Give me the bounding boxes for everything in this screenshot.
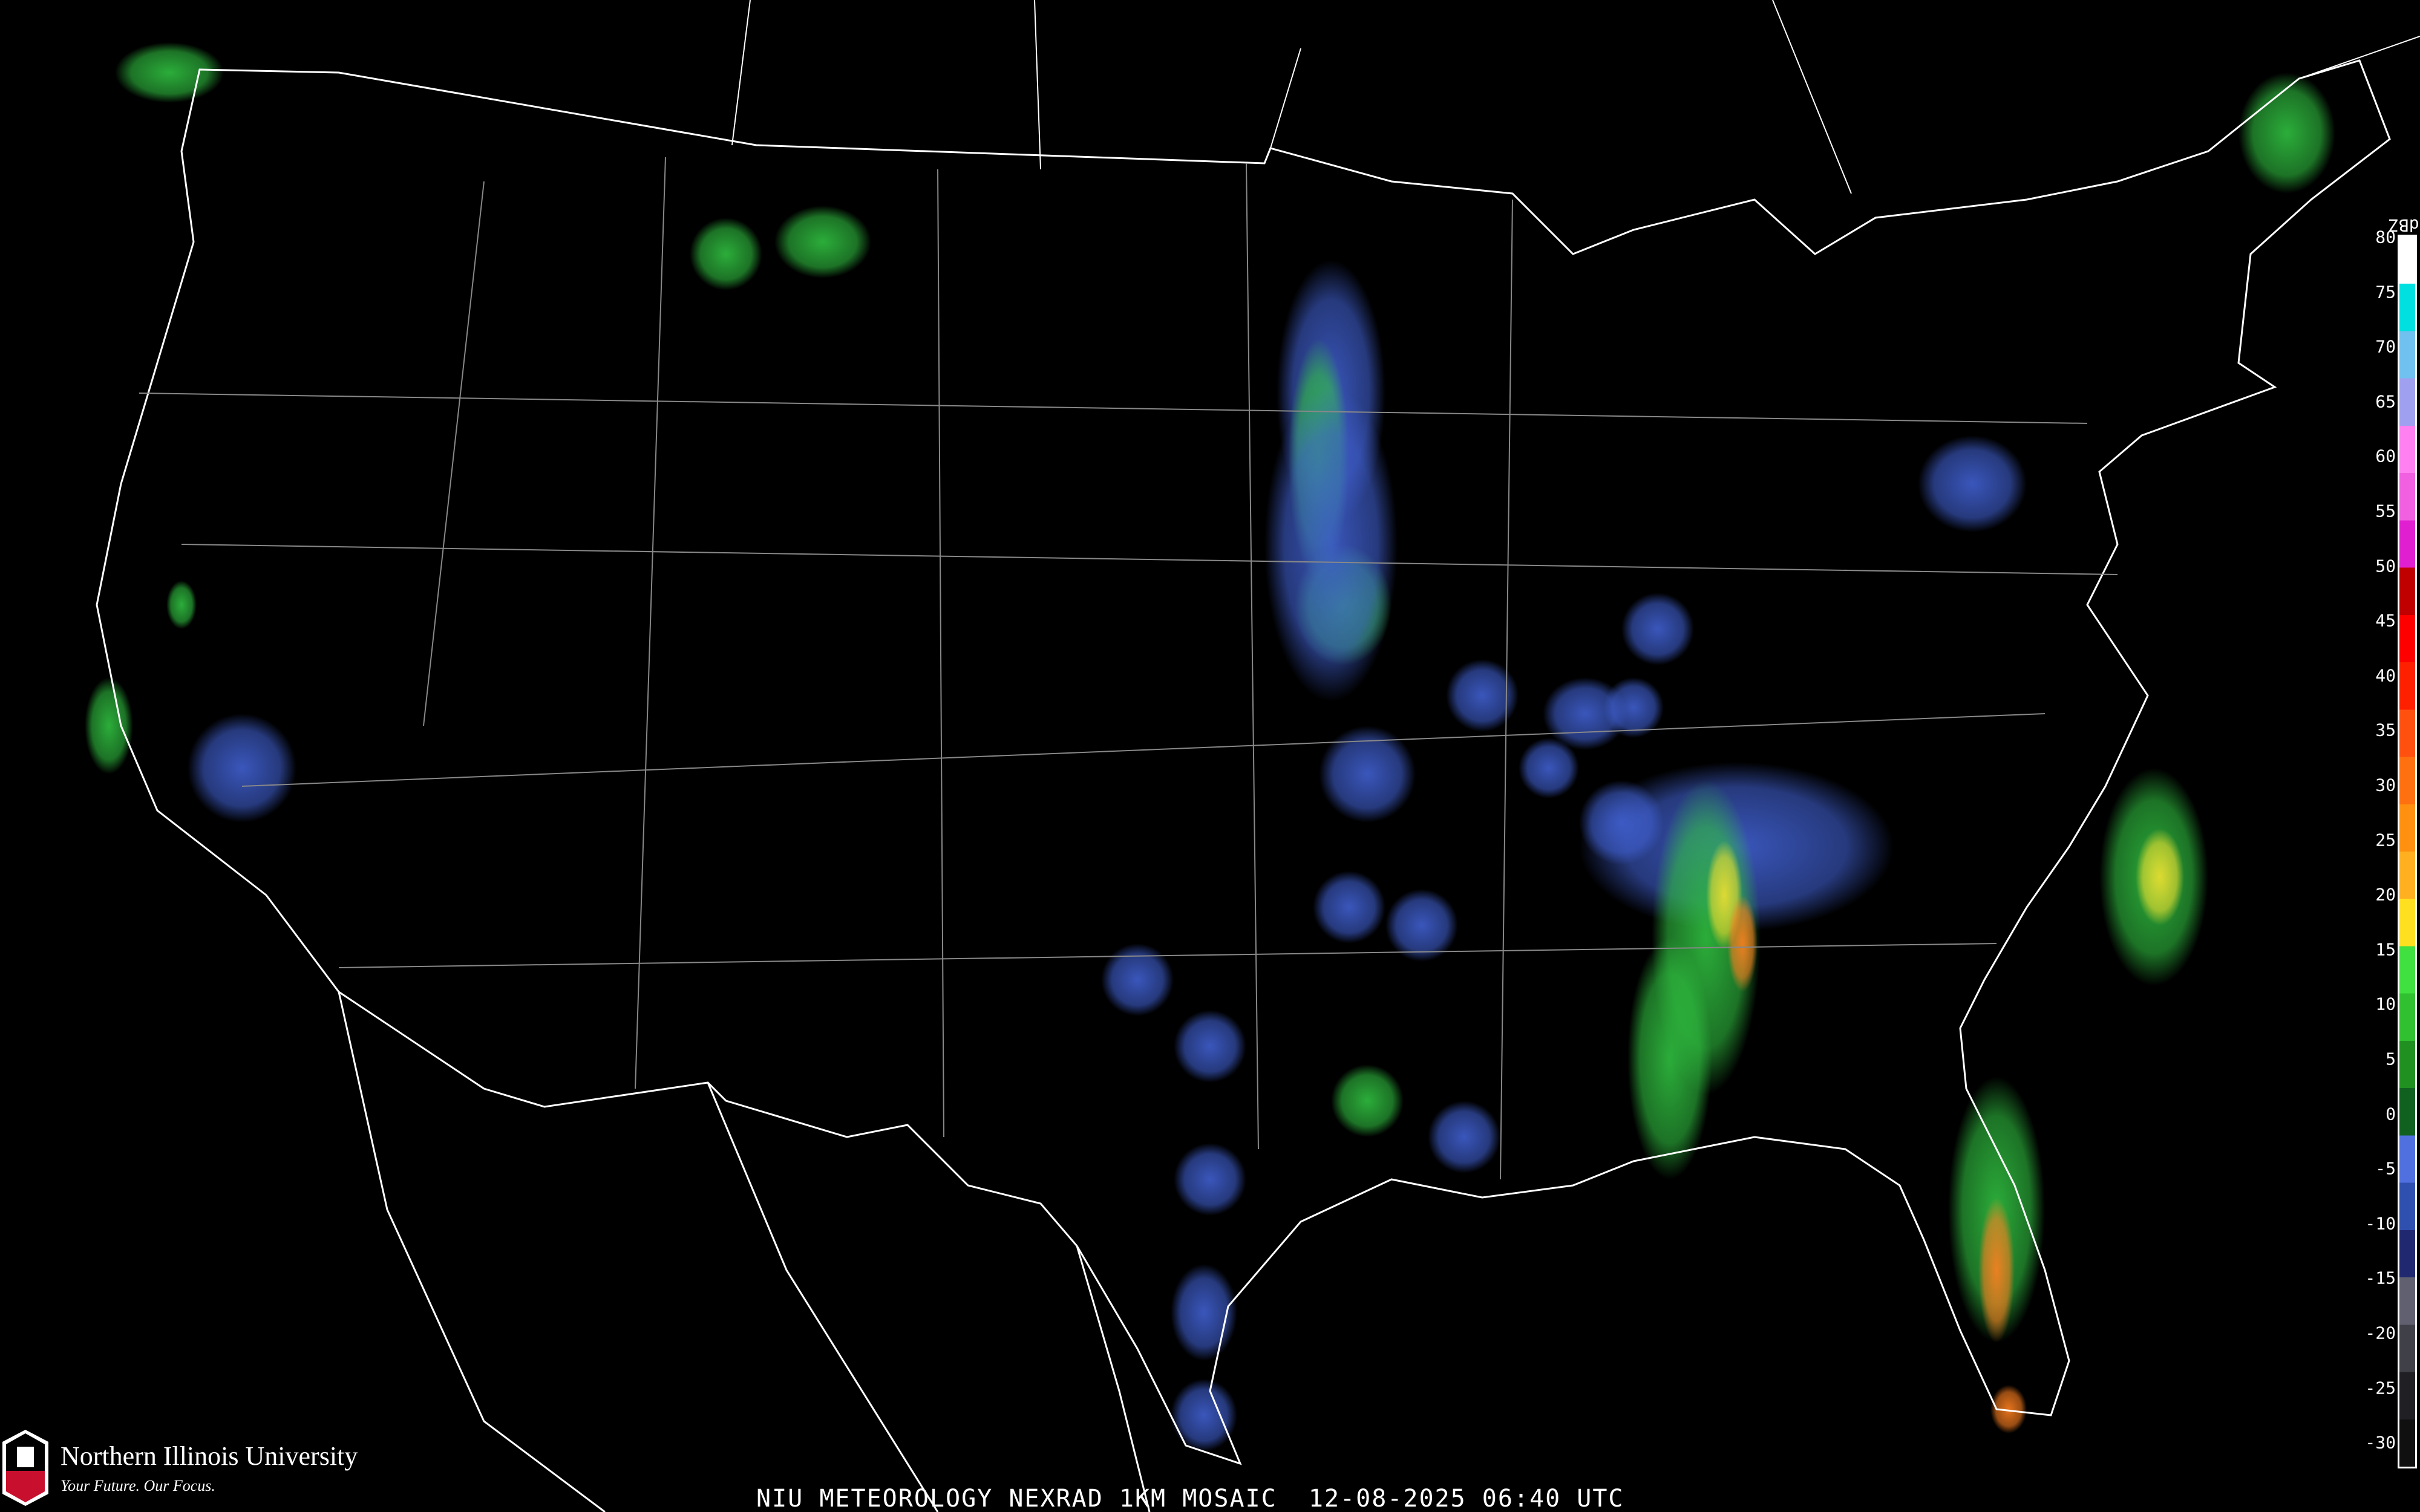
niu-logo: Northern Illinois University Your Future…: [0, 1429, 436, 1510]
radar-echo: [1918, 435, 2027, 532]
legend-label: 65: [2375, 391, 2396, 412]
niu-shield-icon: [2, 1430, 48, 1506]
logo-university-name: Northern Illinois University: [60, 1441, 358, 1471]
radar-echo: [1627, 937, 1712, 1179]
legend-label: 45: [2375, 610, 2396, 631]
radar-echo: [1313, 871, 1385, 943]
legend-label: 50: [2375, 556, 2396, 576]
map-title: NIU METEOROLOGY NEXRAD 1KM MOSAIC 12-08-…: [756, 1485, 1624, 1512]
legend-label: -20: [2365, 1323, 2396, 1343]
legend-label: 10: [2375, 994, 2396, 1014]
state-line: [1246, 163, 1259, 1150]
mexico-coast: [338, 991, 1151, 1512]
radar-echo: [1727, 895, 1758, 992]
radar-echo: [1331, 1064, 1404, 1137]
radar-echo: [115, 42, 224, 103]
radar-echo: [1428, 1101, 1500, 1173]
logo-tagline: Your Future. Our Focus.: [60, 1477, 215, 1494]
radar-echo: [1603, 677, 1664, 738]
radar-echo: [1101, 943, 1174, 1016]
radar-echo: [2136, 829, 2184, 925]
radar-echo: [774, 206, 871, 278]
legend-label: -30: [2365, 1432, 2396, 1453]
radar-echo: [1264, 387, 1398, 702]
state-line: [635, 157, 666, 1089]
state-line: [139, 393, 2088, 424]
radar-echoes: [85, 42, 2335, 1452]
legend-label: 20: [2375, 884, 2396, 905]
state-line: [1500, 199, 1513, 1180]
legend-label: -25: [2365, 1378, 2396, 1398]
us-outline: [96, 59, 2391, 1465]
legend-label: 15: [2375, 939, 2396, 960]
legend-label: -10: [2365, 1213, 2396, 1234]
radar-echo: [1174, 1143, 1246, 1216]
legend-label: -15: [2365, 1268, 2396, 1288]
radar-echo: [1319, 726, 1416, 823]
legend-label: 30: [2375, 775, 2396, 795]
legend-label: 35: [2375, 720, 2396, 740]
radar-echo: [1171, 1264, 1237, 1361]
radar-echo: [1446, 659, 1519, 732]
radar-echo: [1519, 738, 1579, 798]
radar-echo: [1990, 1385, 2027, 1433]
radar-echo: [1385, 889, 1458, 962]
radar-echo: [2238, 73, 2335, 194]
legend-label: -5: [2375, 1158, 2396, 1179]
state-line: [181, 544, 2118, 575]
legend-label: 80: [2375, 227, 2396, 247]
legend-label: 75: [2375, 282, 2396, 302]
legend-label: 0: [2386, 1104, 2396, 1124]
legend-label: 55: [2375, 501, 2396, 521]
radar-echo: [1171, 1379, 1237, 1452]
legend-label: 25: [2375, 830, 2396, 850]
radar-echo: [1978, 1198, 2015, 1343]
state-line: [423, 181, 485, 726]
radar-echo: [1621, 593, 1694, 665]
radar-echo: [166, 581, 197, 629]
state-line: [937, 169, 944, 1138]
legend-label: 60: [2375, 446, 2396, 466]
dbz-color-scale: [2398, 235, 2417, 1468]
legend-label: 70: [2375, 336, 2396, 357]
canada-border-lines: [731, 0, 2420, 194]
radar-echo: [1579, 780, 1664, 865]
radar-echo: [188, 714, 296, 823]
radar-echo: [1174, 1010, 1246, 1083]
legend-label: 40: [2375, 665, 2396, 686]
state-line: [241, 713, 2046, 787]
radar-echo: [690, 218, 762, 290]
state-line: [338, 943, 1997, 968]
state-boundaries: [139, 157, 2118, 1180]
radar-echo: [85, 677, 133, 774]
legend-label: 5: [2386, 1049, 2396, 1069]
